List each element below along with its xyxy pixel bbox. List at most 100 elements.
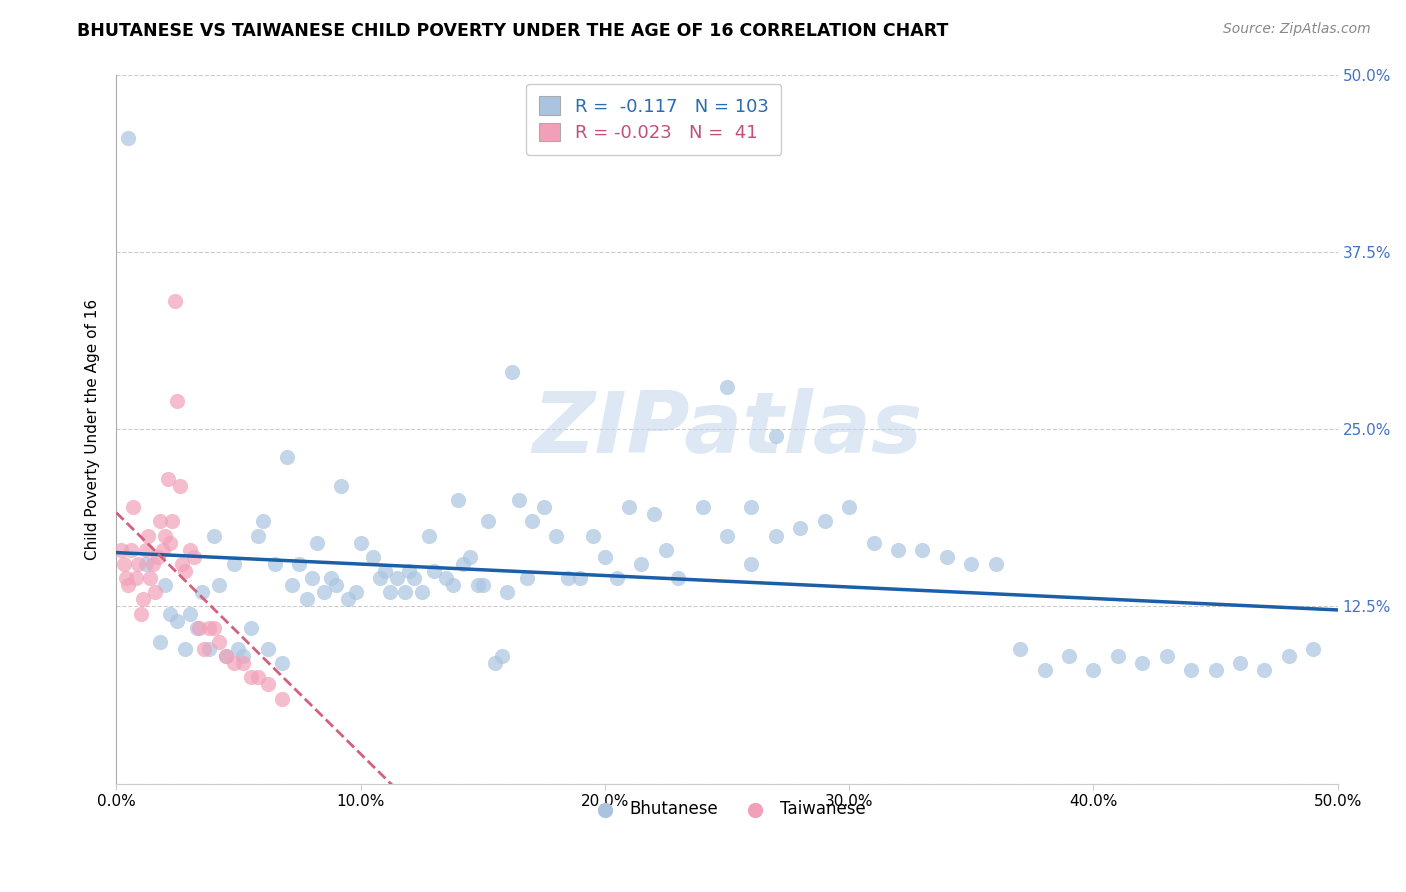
Point: [215, 649, 238, 664]
Point: [935, 549, 957, 564]
Point: [173, 564, 195, 578]
Point: [139, 571, 162, 585]
Point: [156, 472, 179, 486]
Point: [491, 649, 513, 664]
Point: [378, 585, 401, 599]
Point: [191, 585, 214, 599]
Point: [239, 670, 262, 684]
Point: [166, 393, 188, 408]
Point: [202, 621, 225, 635]
Point: [501, 365, 523, 379]
Point: [166, 614, 188, 628]
Point: [385, 571, 408, 585]
Point: [447, 493, 470, 508]
Point: [305, 535, 328, 549]
Point: [581, 528, 603, 542]
Point: [159, 607, 181, 621]
Point: [153, 578, 176, 592]
Point: [132, 592, 155, 607]
Point: [135, 542, 157, 557]
Text: ZIPatlas: ZIPatlas: [531, 388, 922, 471]
Point: [434, 571, 457, 585]
Point: [112, 557, 135, 571]
Text: Source: ZipAtlas.com: Source: ZipAtlas.com: [1223, 22, 1371, 37]
Point: [153, 528, 176, 542]
Point: [117, 131, 139, 145]
Point: [533, 500, 555, 515]
Point: [301, 571, 323, 585]
Point: [984, 557, 1007, 571]
Point: [838, 500, 860, 515]
Point: [122, 500, 145, 515]
Point: [179, 542, 201, 557]
Point: [149, 635, 172, 649]
Point: [188, 621, 211, 635]
Point: [110, 542, 132, 557]
Point: [1130, 656, 1153, 670]
Point: [1253, 663, 1275, 677]
Point: [1229, 656, 1251, 670]
Point: [129, 607, 152, 621]
Point: [344, 585, 367, 599]
Point: [374, 564, 396, 578]
Point: [252, 514, 274, 528]
Point: [862, 535, 884, 549]
Point: [186, 621, 208, 635]
Point: [740, 500, 762, 515]
Point: [152, 542, 174, 557]
Point: [232, 649, 254, 664]
Point: [330, 479, 353, 493]
Point: [765, 429, 787, 443]
Point: [222, 656, 245, 670]
Point: [569, 571, 592, 585]
Point: [666, 571, 689, 585]
Point: [404, 571, 426, 585]
Point: [239, 621, 262, 635]
Point: [295, 592, 318, 607]
Point: [451, 557, 474, 571]
Point: [149, 514, 172, 528]
Point: [143, 585, 166, 599]
Point: [281, 578, 304, 592]
Point: [117, 578, 139, 592]
Point: [716, 528, 738, 542]
Point: [423, 564, 446, 578]
Point: [593, 549, 616, 564]
Point: [173, 642, 195, 657]
Point: [394, 585, 416, 599]
Point: [208, 635, 231, 649]
Point: [142, 557, 165, 571]
Point: [208, 578, 231, 592]
Point: [516, 571, 538, 585]
Point: [619, 500, 641, 515]
Point: [557, 571, 579, 585]
Point: [606, 571, 628, 585]
Point: [643, 507, 665, 521]
Point: [368, 571, 391, 585]
Point: [183, 549, 205, 564]
Y-axis label: Child Poverty Under the Age of 16: Child Poverty Under the Age of 16: [86, 299, 100, 559]
Point: [276, 450, 298, 465]
Point: [655, 542, 678, 557]
Point: [960, 557, 983, 571]
Point: [215, 649, 238, 664]
Point: [467, 578, 489, 592]
Point: [136, 528, 159, 542]
Point: [814, 514, 837, 528]
Point: [349, 535, 371, 549]
Point: [471, 578, 494, 592]
Point: [271, 656, 294, 670]
Point: [1033, 663, 1056, 677]
Point: [441, 578, 464, 592]
Point: [630, 557, 652, 571]
Point: [125, 571, 148, 585]
Text: BHUTANESE VS TAIWANESE CHILD POVERTY UNDER THE AGE OF 16 CORRELATION CHART: BHUTANESE VS TAIWANESE CHILD POVERTY UND…: [77, 22, 949, 40]
Point: [325, 578, 347, 592]
Point: [1057, 649, 1080, 664]
Point: [398, 564, 420, 578]
Point: [256, 677, 278, 691]
Point: [361, 549, 384, 564]
Point: [169, 479, 191, 493]
Point: [1180, 663, 1202, 677]
Point: [716, 379, 738, 393]
